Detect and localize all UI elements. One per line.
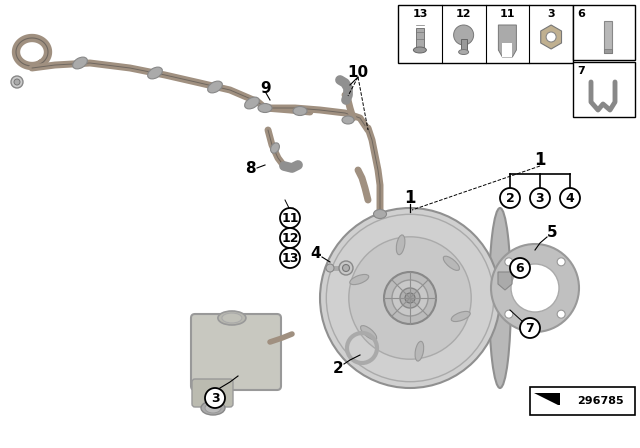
Text: 6: 6 [516,262,524,275]
Ellipse shape [342,116,354,124]
Text: 12: 12 [456,9,472,19]
Circle shape [326,264,334,272]
Circle shape [14,79,20,85]
Ellipse shape [207,81,222,93]
Bar [604,49,612,53]
Ellipse shape [374,210,387,219]
Text: 296785: 296785 [577,396,623,406]
Ellipse shape [222,313,242,323]
Text: 10: 10 [348,65,369,79]
Ellipse shape [489,208,511,388]
Ellipse shape [218,311,246,325]
Circle shape [454,25,474,45]
Ellipse shape [459,49,468,55]
Ellipse shape [271,143,280,153]
Ellipse shape [205,403,221,413]
Text: 12: 12 [281,232,299,245]
Text: 9: 9 [260,81,271,95]
Circle shape [510,258,530,278]
Text: 5: 5 [547,224,557,240]
Text: 1: 1 [534,151,546,169]
Circle shape [392,280,428,316]
Text: 2: 2 [333,361,344,375]
Text: 2: 2 [506,191,515,204]
Circle shape [280,228,300,248]
Bar [461,39,467,51]
Circle shape [557,310,565,318]
Circle shape [505,310,513,318]
Text: 8: 8 [244,160,255,176]
Polygon shape [498,272,512,290]
Ellipse shape [413,47,426,53]
Bar [398,5,573,63]
Polygon shape [534,391,560,407]
Circle shape [349,237,471,359]
Circle shape [500,188,520,208]
Text: 3: 3 [536,191,544,204]
Circle shape [280,208,300,228]
Text: 7: 7 [577,66,585,76]
FancyBboxPatch shape [192,379,233,407]
Text: 7: 7 [525,322,534,335]
Circle shape [11,76,23,88]
Circle shape [511,264,559,312]
Text: 11: 11 [281,211,299,224]
Circle shape [520,318,540,338]
Ellipse shape [444,256,460,271]
Text: 6: 6 [577,9,585,19]
Ellipse shape [72,57,88,69]
Ellipse shape [293,107,307,116]
Bar [416,28,424,50]
Circle shape [505,258,513,266]
Polygon shape [541,25,561,49]
Circle shape [557,258,565,266]
Ellipse shape [258,103,272,112]
Circle shape [384,272,436,324]
Polygon shape [499,25,516,57]
Circle shape [205,388,225,408]
Bar [573,62,635,117]
Bar [573,5,635,60]
Ellipse shape [148,67,163,79]
Circle shape [339,261,353,275]
Ellipse shape [415,341,424,361]
Circle shape [320,208,500,388]
Text: 1: 1 [404,189,416,207]
FancyBboxPatch shape [191,314,281,390]
Ellipse shape [360,326,377,340]
Ellipse shape [451,311,470,322]
Circle shape [400,288,420,308]
Circle shape [530,188,550,208]
Text: 4: 4 [310,246,321,260]
Text: 3: 3 [547,9,555,19]
Text: 4: 4 [566,191,574,204]
Circle shape [405,293,415,303]
Ellipse shape [201,401,225,415]
Ellipse shape [350,275,369,284]
Circle shape [280,248,300,268]
Text: 13: 13 [412,9,428,19]
Polygon shape [502,43,513,57]
Ellipse shape [396,235,405,255]
Circle shape [342,264,349,271]
Circle shape [546,32,556,42]
Circle shape [560,188,580,208]
Text: 13: 13 [282,251,299,264]
Ellipse shape [244,97,259,109]
Text: 11: 11 [500,9,515,19]
Text: 3: 3 [211,392,220,405]
Polygon shape [534,393,560,405]
Bar [530,387,635,415]
Bar [604,21,612,53]
Circle shape [491,244,579,332]
